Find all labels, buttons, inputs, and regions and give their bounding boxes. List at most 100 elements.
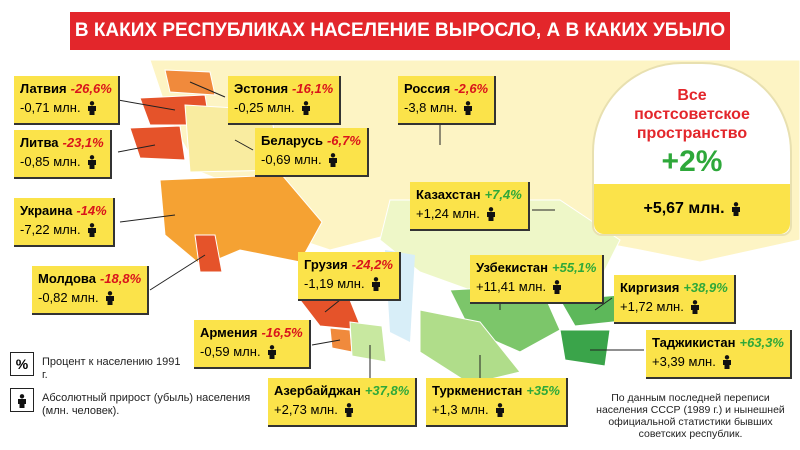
label-row: -7,22 млн.: [20, 220, 107, 242]
country-percent: +55,1%: [552, 260, 597, 275]
country-name: Эстония: [234, 81, 289, 96]
country-absolute: -0,71 млн.: [20, 100, 81, 115]
country-name: Латвия: [20, 81, 67, 96]
country-absolute: +1,3 млн.: [432, 402, 489, 417]
person-icon: [344, 403, 354, 422]
label-row: -0,69 млн.: [261, 150, 361, 172]
person-icon: [690, 300, 700, 319]
country-absolute: +2,73 млн.: [274, 402, 338, 417]
summary: Все постсоветское пространство +2% +5,67…: [592, 62, 792, 236]
label-row: Эстония -16,1%: [234, 79, 333, 98]
country-name: Беларусь: [261, 133, 323, 148]
country-percent: -2,6%: [454, 81, 489, 96]
country-percent: +38,9%: [683, 280, 728, 295]
person-icon: [301, 101, 311, 120]
country-label: Казахстан +7,4% +1,24 млн.: [410, 182, 530, 231]
title: В КАКИХ РЕСПУБЛИКАХ НАСЕЛЕНИЕ ВЫРОСЛО, А…: [70, 12, 730, 50]
country-label: Грузия -24,2% -1,19 млн.: [298, 252, 401, 301]
label-row: Беларусь -6,7%: [261, 131, 361, 150]
label-row: Киргизия +38,9%: [620, 278, 728, 297]
country-name: Таджикистан: [652, 335, 736, 350]
country-label: Киргизия +38,9% +1,72 млн.: [614, 275, 736, 324]
country-label: Узбекистан +55,1% +11,41 млн.: [470, 255, 605, 304]
country-absolute: -0,59 млн.: [200, 344, 261, 359]
person-icon: [17, 392, 27, 414]
label-row: +3,39 млн.: [652, 352, 784, 374]
country-absolute: -7,22 млн.: [20, 222, 81, 237]
person-icon: [267, 345, 277, 364]
country-name: Россия: [404, 81, 451, 96]
label-row: Россия -2,6%: [404, 79, 488, 98]
label-row: Украина -14%: [20, 201, 107, 220]
country-absolute: +3,39 млн.: [652, 354, 716, 369]
label-row: -3,8 млн.: [404, 98, 488, 120]
label-row: +1,72 млн.: [620, 297, 728, 319]
country-name: Грузия: [304, 257, 348, 272]
label-row: +1,24 млн.: [416, 204, 522, 226]
country-percent: -16,5%: [261, 325, 303, 340]
country-absolute: +1,72 млн.: [620, 299, 684, 314]
country-label: Эстония -16,1% -0,25 млн.: [228, 76, 342, 125]
country-absolute: -3,8 млн.: [404, 100, 458, 115]
country-percent: +63,3%: [739, 335, 784, 350]
country-percent: -16,1%: [292, 81, 334, 96]
person-icon: [731, 187, 741, 237]
country-percent: -24,2%: [351, 257, 393, 272]
label-row: Узбекистан +55,1%: [476, 258, 596, 277]
label-row: -0,59 млн.: [200, 342, 303, 364]
country-absolute: -0,85 млн.: [20, 154, 81, 169]
footnote: По данным последней переписи населения С…: [596, 392, 785, 440]
country-name: Узбекистан: [476, 260, 549, 275]
person-icon: [328, 153, 338, 172]
country-label: Россия -2,6% -3,8 млн.: [398, 76, 497, 125]
person-icon: [87, 155, 97, 174]
label-row: Латвия -26,6%: [20, 79, 112, 98]
label-row: +2,73 млн.: [274, 400, 409, 422]
country-percent: -6,7%: [326, 133, 361, 148]
label-row: -0,85 млн.: [20, 152, 104, 174]
country-absolute: -0,69 млн.: [261, 152, 322, 167]
country-absolute: +1,24 млн.: [416, 206, 480, 221]
country-label: Таджикистан +63,3% +3,39 млн.: [646, 330, 792, 379]
summary-title: Все постсоветское пространство: [634, 87, 750, 142]
legend-percent-text: Процент к населению 1991 г.: [42, 356, 181, 381]
label-row: Грузия -24,2%: [304, 255, 393, 274]
label-row: Казахстан +7,4%: [416, 185, 522, 204]
country-label: Латвия -26,6% -0,71 млн.: [14, 76, 120, 125]
country-percent: -18,8%: [99, 271, 142, 286]
country-absolute: -0,25 млн.: [234, 100, 295, 115]
country-percent: +7,4%: [484, 187, 522, 202]
country-label: Туркменистан +35% +1,3 млн.: [426, 378, 568, 427]
label-row: Молдова -18,8%: [38, 269, 141, 288]
lithuania: [129, 125, 186, 161]
country-absolute: -0,82 млн.: [38, 290, 99, 305]
person-icon: [486, 207, 496, 226]
label-row: +1,3 млн.: [432, 400, 560, 422]
country-percent: -26,6%: [70, 81, 112, 96]
person-icon: [87, 101, 97, 120]
person-icon: [722, 355, 732, 374]
person-icon: [87, 223, 97, 242]
country-name: Украина: [20, 203, 73, 218]
legend-absolute-text: Абсолютный прирост (убыль) населения (мл…: [42, 392, 251, 417]
country-name: Киргизия: [620, 280, 680, 295]
label-row: -0,82 млн.: [38, 288, 141, 310]
azerbaijan: [349, 321, 387, 363]
country-label: Литва -23,1% -0,85 млн.: [14, 130, 112, 179]
label-row: -1,19 млн.: [304, 274, 393, 296]
country-label: Армения -16,5% -0,59 млн.: [194, 320, 311, 369]
person-icon: [463, 101, 473, 120]
label-row: Таджикистан +63,3%: [652, 333, 784, 352]
person-icon: [495, 403, 505, 422]
legend-person-symbol: [10, 388, 34, 412]
summary-absolute-text: +5,67 млн.: [643, 200, 725, 217]
country-name: Армения: [200, 325, 258, 340]
country-name: Азербайджан: [274, 383, 361, 398]
label-row: +11,41 млн.: [476, 277, 596, 299]
country-name: Литва: [20, 135, 59, 150]
label-row: Туркменистан +35%: [432, 381, 560, 400]
country-percent: -14%: [76, 203, 107, 218]
country-name: Туркменистан: [432, 383, 523, 398]
legend-percent-symbol: %: [10, 352, 34, 376]
